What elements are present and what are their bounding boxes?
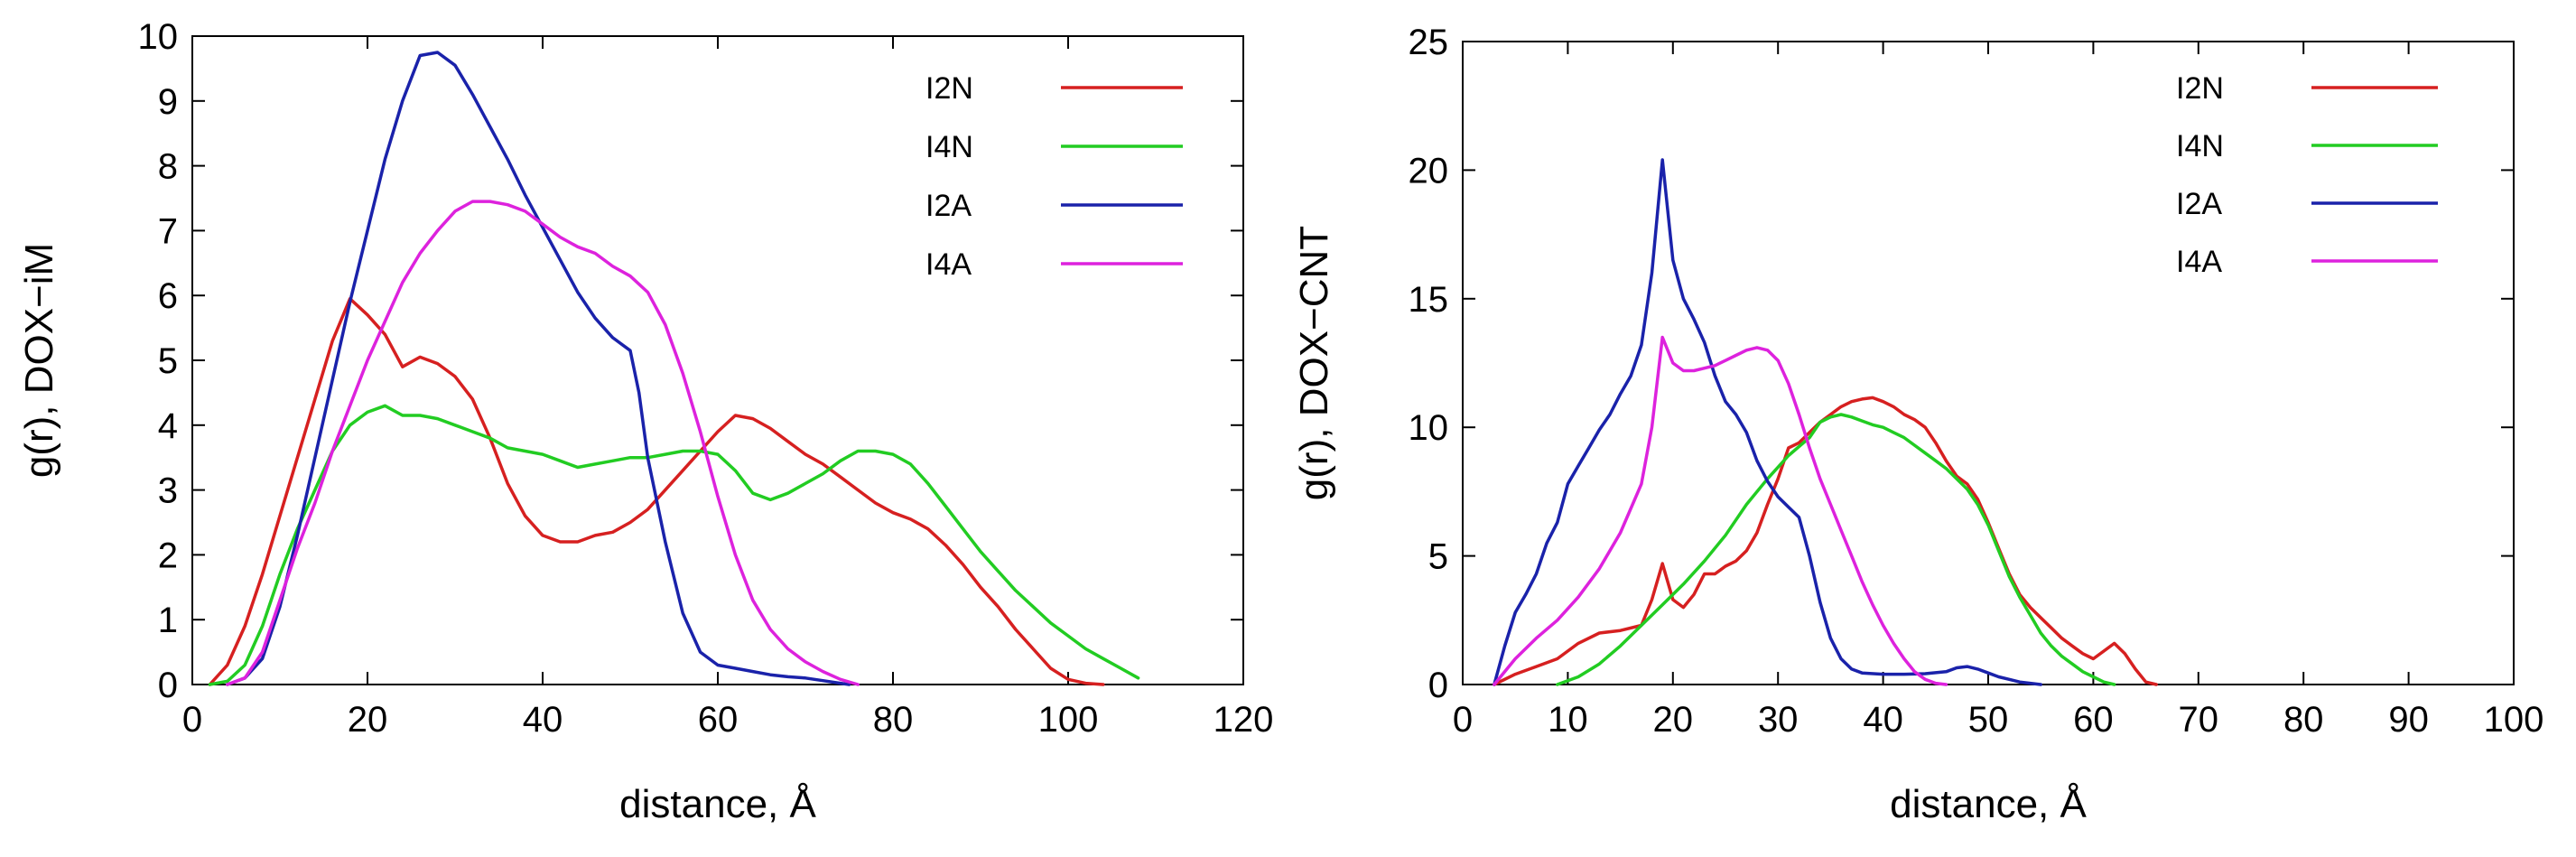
y-tick-label: 2 — [158, 536, 178, 575]
y-tick-label: 10 — [138, 17, 179, 57]
series-line-i4n — [1556, 413, 2116, 686]
x-tick-label: 60 — [698, 700, 739, 740]
chart-panel-2: 0 10 20 30 40 50 60 70 80 90 100 0 5 10 15 20 25 distance… — [1292, 23, 2543, 826]
y-tick-label: 25 — [1409, 23, 1449, 62]
series-line-i4a — [1493, 335, 1948, 686]
legend-label-i4a: I4A — [925, 247, 972, 282]
x-axis-label: distance, Å — [619, 782, 816, 826]
y-axis-label: g(r), DOX−iM — [17, 243, 61, 478]
x-tick-label: 70 — [2179, 700, 2219, 740]
x-tick-label: 20 — [1653, 700, 1694, 740]
x-tick-label: 100 — [1038, 700, 1099, 740]
x-tick-label: 20 — [348, 700, 388, 740]
y-tick-label: 4 — [158, 406, 178, 446]
x-tick-label: 0 — [1453, 700, 1473, 740]
x-tick-label: 100 — [2484, 700, 2544, 740]
series-line-i4n — [208, 404, 1140, 686]
x-tick-label: 40 — [523, 700, 563, 740]
plot-frame — [1462, 41, 2515, 685]
y-tick-label: 9 — [158, 82, 178, 122]
series-line-i2n — [208, 297, 1105, 686]
x-axis-label: distance, Å — [1890, 782, 2087, 826]
y-tick-label: 15 — [1409, 280, 1449, 320]
legend-label-i2a: I2A — [2176, 187, 2222, 221]
legend-label-i4n: I4N — [925, 130, 973, 164]
legend-label-i2a: I2A — [925, 189, 972, 223]
x-tick-label: 50 — [1968, 700, 2009, 740]
y-tick-label: 0 — [158, 666, 178, 705]
y-tick-label: 0 — [1428, 666, 1448, 705]
y-tick-label: 20 — [1409, 151, 1449, 191]
x-tick-label: 30 — [1758, 700, 1799, 740]
chart-panel-1: 0 20 40 60 80 100 120 0 1 2 3 4 5 6 7 8 9 10 distance, Å g(… — [17, 17, 1273, 826]
series-line-i2n — [1493, 396, 2158, 686]
legend-label-i4a: I4A — [2176, 245, 2222, 279]
x-tick-label: 60 — [2073, 700, 2114, 740]
x-tick-label: 80 — [2283, 700, 2324, 740]
legend-label-i4n: I4N — [2176, 129, 2224, 163]
x-tick-label: 120 — [1214, 700, 1274, 740]
y-tick-label: 7 — [158, 211, 178, 251]
legend: I2N I4N I2A I4A — [2176, 71, 2438, 279]
y-tick-label: 1 — [158, 601, 178, 640]
series-line-i2a — [1493, 158, 2042, 686]
x-tick-label: 0 — [182, 700, 202, 740]
legend-label-i2n: I2N — [925, 71, 973, 106]
series-line-i4a — [226, 200, 860, 686]
y-tick-label: 10 — [1409, 408, 1449, 448]
y-axis-label: g(r), DOX−CNT — [1292, 226, 1336, 500]
legend-label-i2n: I2N — [2176, 71, 2224, 106]
x-tick-label: 40 — [1863, 700, 1903, 740]
y-tick-label: 6 — [158, 276, 178, 316]
y-tick-label: 8 — [158, 147, 178, 187]
x-tick-label: 90 — [2388, 700, 2429, 740]
x-tick-label: 80 — [873, 700, 914, 740]
y-tick-label: 5 — [158, 341, 178, 381]
y-tick-label: 5 — [1428, 537, 1448, 577]
x-tick-label: 10 — [1548, 700, 1588, 740]
series-line-i2a — [226, 51, 851, 686]
plot-frame — [191, 35, 1244, 685]
y-tick-label: 3 — [158, 471, 178, 511]
legend: I2N I4N I2A I4A — [925, 71, 1183, 282]
